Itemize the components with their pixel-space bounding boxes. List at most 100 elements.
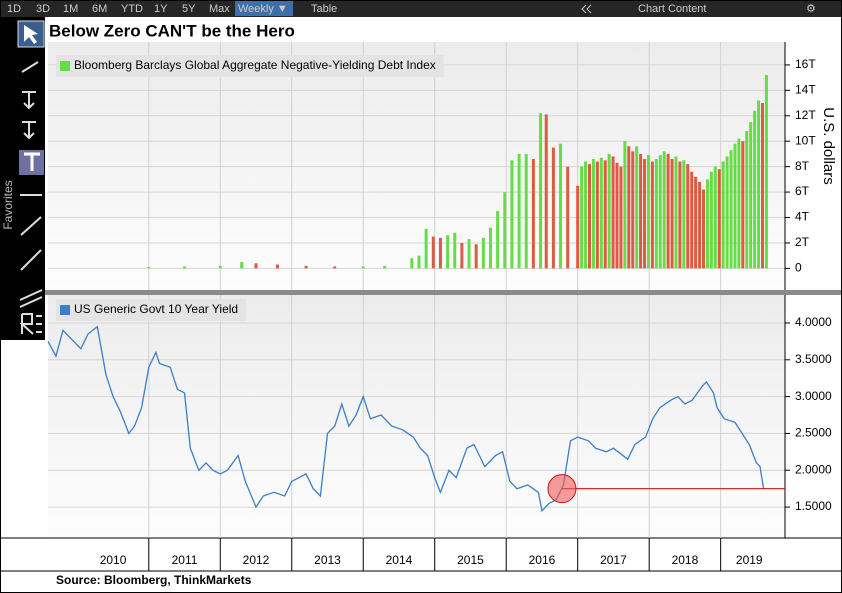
x-tick-label: 2012	[243, 553, 270, 567]
bar	[760, 103, 764, 269]
bar	[410, 258, 414, 269]
trend-icon[interactable]	[20, 216, 42, 236]
highlight-circle	[547, 474, 577, 504]
x-tick-label: 2019	[736, 553, 763, 567]
y-tick-label: 3.5000	[795, 352, 832, 366]
report-icon[interactable]	[19, 313, 42, 335]
y-axis-label: U.S. dollars	[820, 107, 837, 185]
bottom-plot-area	[48, 295, 785, 538]
bar	[383, 265, 387, 269]
ray-icon[interactable]	[20, 249, 42, 271]
collapse-icon[interactable]	[581, 4, 592, 14]
bar	[566, 166, 570, 269]
toolbar-button[interactable]: Weekly ▼	[238, 3, 288, 15]
x-tick-label: 2017	[600, 553, 627, 567]
bar	[757, 100, 761, 269]
dollar-icon[interactable]	[22, 121, 36, 140]
bar	[524, 153, 528, 269]
bar	[453, 232, 457, 269]
bar	[595, 161, 599, 269]
bar	[587, 164, 591, 269]
toolbar-button[interactable]: Max	[209, 3, 230, 15]
bar	[460, 242, 464, 269]
x-tick-label: 2016	[529, 553, 556, 567]
legend-label: US Generic Govt 10 Year Yield	[74, 302, 238, 316]
page-title: Below Zero CAN'T be the Hero	[49, 21, 295, 40]
bar	[576, 185, 580, 269]
y-tick-label: 2.5000	[795, 426, 832, 440]
bar	[551, 147, 555, 269]
bar	[690, 171, 694, 269]
bar	[646, 155, 650, 269]
pen-icon[interactable]	[21, 61, 39, 73]
bar	[275, 264, 279, 269]
bar	[639, 153, 643, 269]
y-tick-label: 10T	[795, 133, 816, 147]
bar	[666, 153, 670, 269]
pointer-icon	[24, 25, 38, 44]
bar	[580, 166, 584, 269]
bar	[753, 110, 757, 269]
y-tick-label: 6T	[795, 184, 810, 198]
bar	[304, 265, 308, 269]
y-tick-label: 2T	[795, 235, 810, 249]
line-series	[47, 325, 765, 513]
bar	[635, 146, 639, 269]
y-tick-label: 16T	[795, 57, 816, 71]
toolbar-button[interactable]: 3D	[36, 3, 50, 15]
legend-swatch	[60, 61, 70, 71]
bar	[702, 189, 706, 269]
favorites-label[interactable]: Favorites	[1, 180, 15, 229]
bar	[658, 155, 662, 269]
channel-icon[interactable]	[19, 289, 43, 308]
bar	[183, 266, 187, 269]
x-tick-label: 2013	[314, 553, 341, 567]
bar	[591, 159, 595, 269]
toolbar-button[interactable]: 1M	[63, 3, 78, 15]
bar	[698, 181, 702, 269]
bar	[240, 262, 244, 269]
bar	[496, 211, 500, 269]
toolbar-button-active	[235, 1, 293, 16]
x-tick-label: 2018	[672, 553, 699, 567]
sidebar-icons	[17, 20, 45, 335]
bar	[631, 151, 635, 269]
bar	[717, 169, 721, 269]
toolbar-button[interactable]: YTD	[121, 3, 143, 15]
toolbar-button[interactable]: Table	[311, 3, 337, 15]
bar	[488, 227, 492, 269]
bar	[544, 114, 548, 269]
settings-icon[interactable]: ⚙	[806, 3, 816, 15]
bar	[510, 160, 514, 269]
top-plot-area	[48, 42, 785, 290]
bar	[424, 228, 428, 269]
bar	[611, 156, 615, 269]
chart-content-button[interactable]: Chart Content	[638, 3, 706, 15]
bar	[619, 166, 623, 269]
legend-label: Bloomberg Barclays Global Aggregate Nega…	[74, 58, 436, 72]
y-tick-label: 1.5000	[795, 499, 832, 513]
bar	[446, 235, 450, 269]
bar	[467, 239, 471, 269]
toolbar-button[interactable]: 6M	[92, 3, 107, 15]
bar	[603, 160, 607, 269]
percent-icon[interactable]	[22, 91, 36, 110]
bar	[721, 161, 725, 269]
x-tick-label: 2011	[172, 553, 198, 567]
toolbar-button[interactable]: 1D	[7, 3, 21, 15]
y-tick-label: 0	[795, 261, 802, 275]
bar	[615, 162, 619, 269]
bar	[607, 153, 611, 269]
y-tick-label: 2.0000	[795, 462, 832, 476]
x-tick-label: 2010	[100, 553, 127, 567]
bar	[539, 113, 543, 269]
bar	[678, 161, 682, 269]
bar	[623, 141, 627, 269]
toolbar-button[interactable]: 1Y	[154, 3, 168, 15]
panel-separator	[0, 290, 842, 295]
source-note: Source: Bloomberg, ThinkMarkets	[56, 573, 252, 587]
bar	[650, 161, 654, 269]
legend-box	[56, 55, 444, 77]
toolbar-button[interactable]: 5Y	[182, 3, 196, 15]
